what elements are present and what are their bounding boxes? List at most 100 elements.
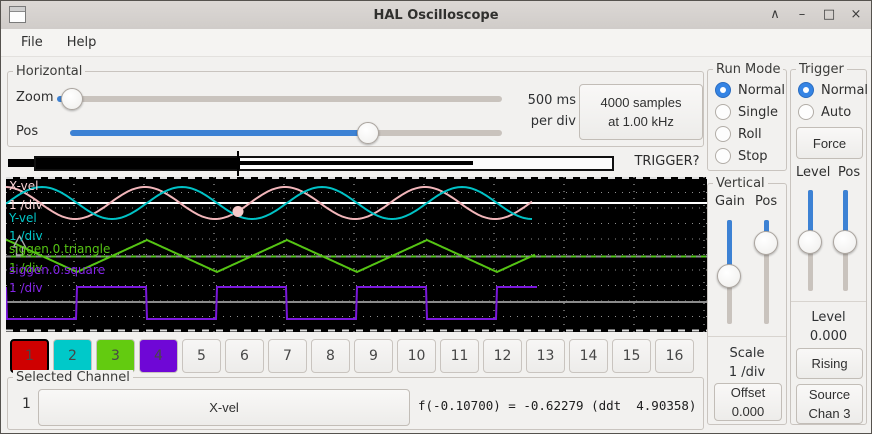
channel-button-10[interactable]: 10 (397, 339, 436, 373)
vertical-group: Vertical Gain Pos Scale 1 /div Offset 0.… (707, 176, 787, 425)
channel-button-16[interactable]: 16 (655, 339, 694, 373)
pos-slider-handle[interactable] (357, 122, 379, 144)
scope-channel-label: 1 /div (9, 198, 43, 212)
record-position-bar: TRIGGER? (1, 151, 711, 177)
horizontal-legend: Horizontal (13, 64, 86, 79)
pos-label: Pos (16, 124, 39, 139)
zoom-slider-handle[interactable] (61, 88, 84, 110)
channel-button-9[interactable]: 9 (354, 339, 393, 373)
scope-channel-label: X-vel (9, 179, 39, 193)
trigger-pos-label: Pos (838, 165, 861, 180)
run-mode-group: Run Mode Normal Single Roll Stop (707, 62, 787, 171)
radio-label: Single (738, 104, 778, 120)
sample-rate-text: 500 ms per div (527, 93, 576, 129)
run-mode-stop[interactable]: Stop (708, 145, 786, 167)
radio-label: Roll (738, 126, 762, 142)
shade-icon[interactable]: ∧ (770, 7, 780, 22)
channel-button-7[interactable]: 7 (268, 339, 307, 373)
channel-button-1[interactable]: 1 (10, 339, 49, 373)
trigger-point-marker (232, 206, 244, 217)
trigger-level-slider-handle[interactable] (798, 230, 822, 255)
channel-button-12[interactable]: 12 (483, 339, 522, 373)
vertical-pos-slider[interactable] (754, 220, 778, 324)
menu-file[interactable]: File (21, 35, 43, 50)
channel-button-5[interactable]: 5 (182, 339, 221, 373)
menu-help[interactable]: Help (66, 35, 97, 50)
channel-button-14[interactable]: 14 (569, 339, 608, 373)
run-mode-single[interactable]: Single (708, 101, 786, 123)
trigger-source-button[interactable]: Source Chan 3 (796, 384, 863, 424)
radio-icon[interactable] (715, 82, 731, 98)
samples-button[interactable]: 4000 samples at 1.00 kHz (579, 84, 703, 140)
window-title: HAL Oscilloscope (373, 7, 499, 23)
radio-icon[interactable] (715, 126, 731, 142)
gain-slider-handle[interactable] (717, 264, 741, 288)
edge-button[interactable]: Rising (796, 348, 863, 379)
radio-label: Normal (738, 82, 786, 98)
scope-channel-label: siggen.0.triangle (9, 242, 111, 256)
radio-label: Auto (821, 104, 852, 120)
trigger-mode-normal[interactable]: Normal (791, 79, 869, 101)
trigger-level-readout: Level 0.000 (809, 310, 848, 344)
vertical-pos-label: Pos (755, 194, 778, 209)
radio-icon[interactable] (715, 148, 731, 164)
channel-button-11[interactable]: 11 (440, 339, 479, 373)
scope-channel-label: Y-vel (9, 211, 37, 225)
menubar: File Help (1, 29, 871, 57)
gain-slider[interactable] (717, 220, 741, 324)
trigger-position-tick (237, 151, 239, 176)
radio-icon[interactable] (798, 82, 814, 98)
scope-channel-label: 1 /div (9, 261, 43, 275)
zoom-slider[interactable] (57, 87, 502, 111)
trigger-status-label: TRIGGER? (634, 154, 700, 169)
radio-icon[interactable] (715, 104, 731, 120)
channel-button-3[interactable]: 3 (96, 339, 135, 373)
gain-label: Gain (715, 194, 745, 209)
waveform-Y-vel (6, 185, 533, 221)
channel-button-15[interactable]: 15 (612, 339, 651, 373)
selected-channel-number: 1 (22, 396, 31, 412)
trigger-pos-slider-handle[interactable] (833, 230, 857, 255)
trigger-level-arrow-icon (12, 234, 27, 256)
channel-button-6[interactable]: 6 (225, 339, 264, 373)
force-button[interactable]: Force (796, 127, 863, 159)
horizontal-group: Horizontal Zoom Pos 500 ms per div 4000 … (7, 64, 704, 147)
window-icon (9, 6, 26, 23)
titlebar: HAL Oscilloscope ∧ – □ × (1, 1, 871, 30)
channel-button-2[interactable]: 2 (53, 339, 92, 373)
channel-button-4[interactable]: 4 (139, 339, 178, 373)
scope-channel-label: 1 /div (9, 229, 43, 243)
waveform-plot (6, 177, 707, 332)
trigger-group: Trigger Normal Auto Force Level Pos Level… (790, 62, 869, 425)
trigger-mode-auto[interactable]: Auto (791, 101, 866, 123)
trigger-level-slider[interactable] (798, 190, 822, 291)
trigger-level-label: Level (796, 165, 831, 180)
zoom-label: Zoom (16, 90, 54, 105)
trigger-pos-slider[interactable] (833, 190, 857, 291)
channel-button-8[interactable]: 8 (311, 339, 350, 373)
channel-button-row: 1 2 3 4 5 6 7 8 9 10 11 12 13 14 15 16 (10, 339, 706, 373)
vertical-pos-slider-handle[interactable] (754, 231, 778, 256)
record-acquired-bar (36, 158, 240, 169)
channel-source-button[interactable]: X-vel (38, 389, 410, 426)
waveform-siggen.0.square (6, 286, 537, 320)
window-controls: ∧ – □ × (768, 1, 863, 29)
channel-button-13[interactable]: 13 (526, 339, 565, 373)
offset-button[interactable]: Offset 0.000 (714, 383, 782, 421)
record-displayed-bar (240, 161, 473, 165)
horizontal-pos-slider[interactable] (70, 121, 502, 145)
trigger-legend: Trigger (796, 62, 847, 77)
waveform-siggen.0.triangle (6, 238, 536, 274)
run-mode-roll[interactable]: Roll (708, 123, 786, 145)
vertical-legend: Vertical (713, 176, 768, 191)
record-pretrigger-bar (8, 159, 34, 167)
record-extent-bar (34, 156, 614, 171)
scale-readout: Scale 1 /div (728, 346, 766, 380)
radio-icon[interactable] (798, 104, 814, 120)
maximize-icon[interactable]: □ (822, 7, 836, 22)
radio-label: Normal (821, 82, 869, 98)
run-mode-normal[interactable]: Normal (708, 79, 786, 101)
close-icon[interactable]: × (850, 7, 862, 22)
minimize-icon[interactable]: – (798, 7, 806, 22)
